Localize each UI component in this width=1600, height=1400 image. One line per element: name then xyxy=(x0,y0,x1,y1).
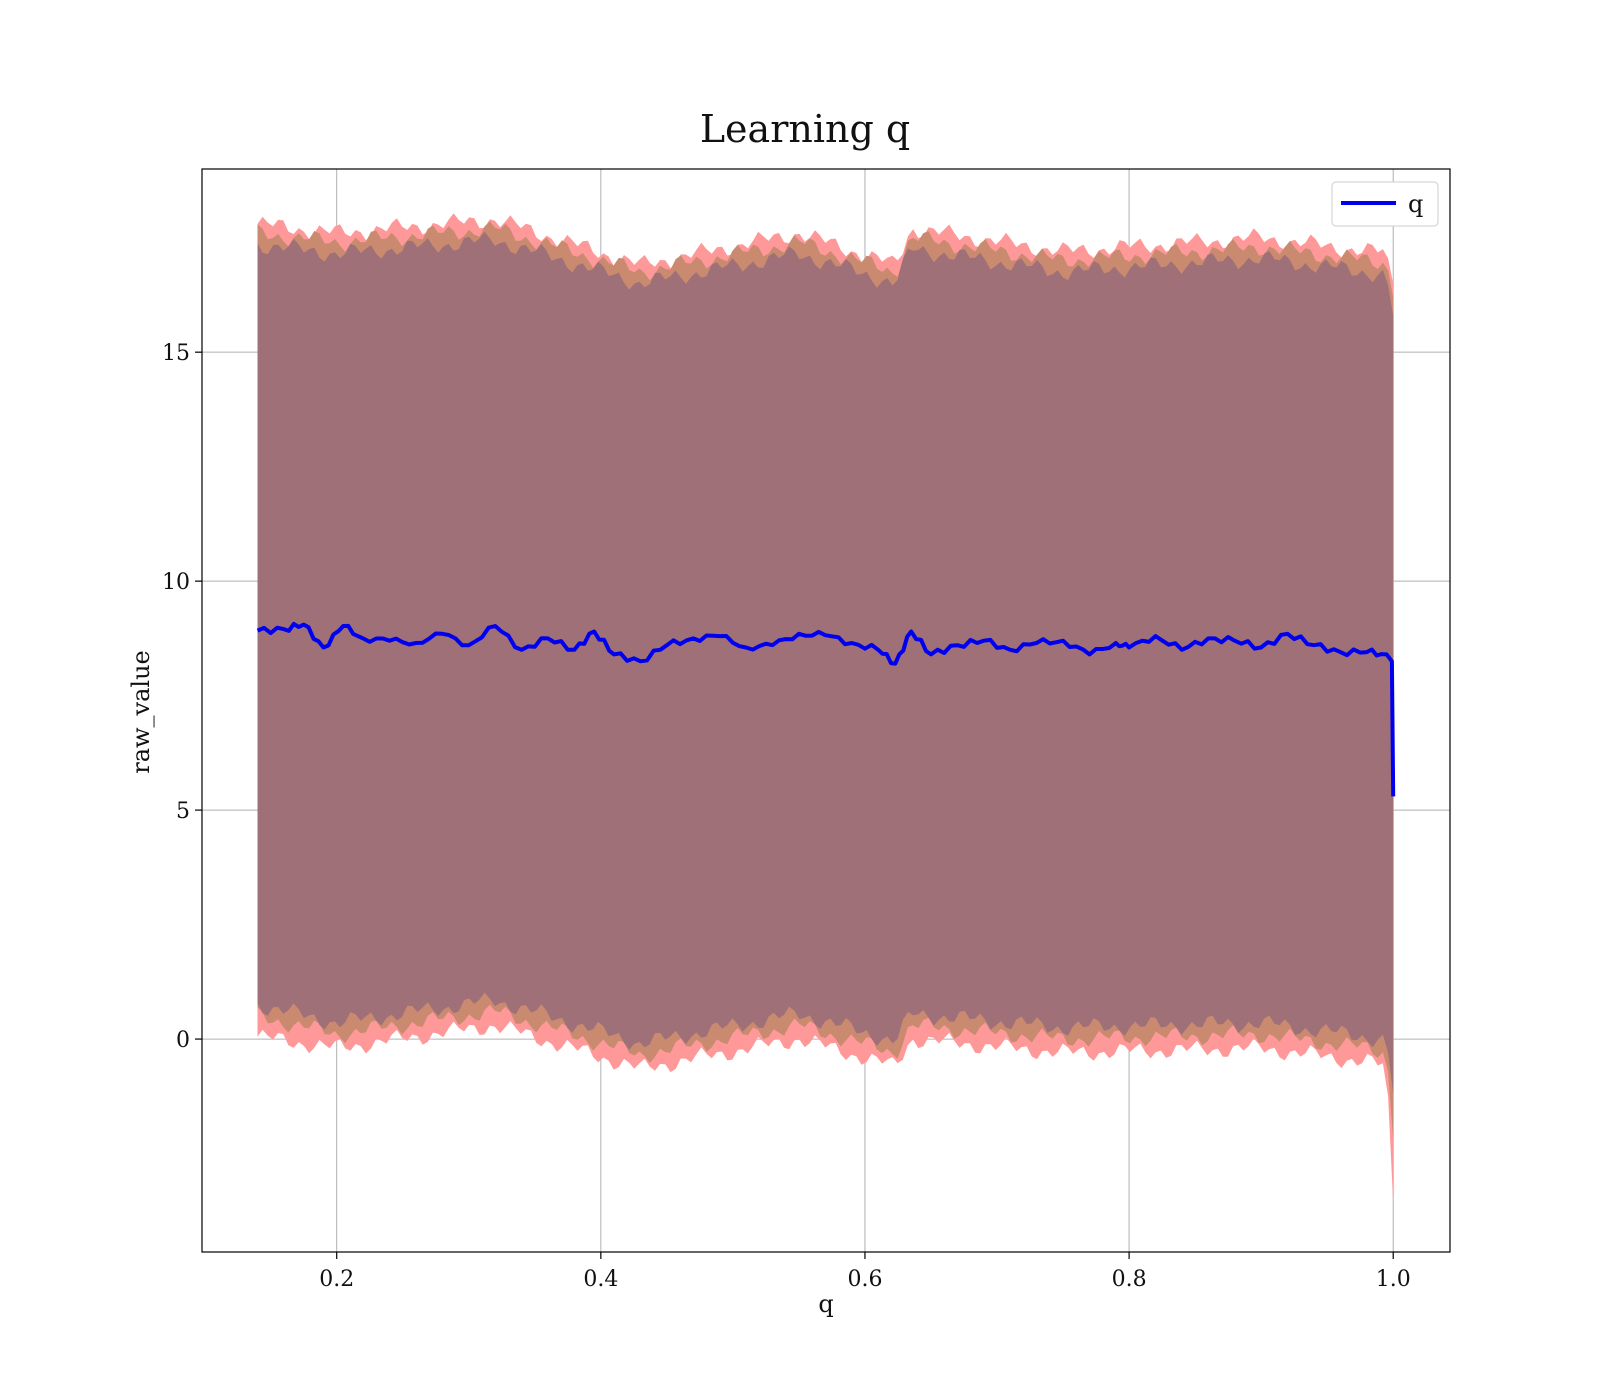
x-tick-label: 1.0 xyxy=(1376,1267,1411,1292)
y-tick-label: 5 xyxy=(176,799,190,824)
y-tick-label: 15 xyxy=(162,341,190,366)
confidence-bands xyxy=(257,213,1394,1204)
y-tick-label: 0 xyxy=(176,1028,190,1053)
legend-label: q xyxy=(1408,190,1423,218)
x-tick-label: 0.4 xyxy=(583,1267,618,1292)
y-axis-ticks: 0 5 10 15 xyxy=(162,341,202,1053)
x-tick-label: 0.6 xyxy=(847,1267,882,1292)
x-axis-label: q xyxy=(818,1290,833,1318)
series-lines xyxy=(256,621,1396,797)
x-tick-label: 0.2 xyxy=(319,1267,354,1292)
y-tick-label: 10 xyxy=(162,570,190,595)
series-line-q xyxy=(256,621,1396,797)
y-axis-label: raw_value xyxy=(127,650,155,774)
plot-frame xyxy=(201,168,1451,1253)
chart-title: Learning q xyxy=(700,107,910,151)
x-tick-label: 0.8 xyxy=(1112,1267,1147,1292)
legend: q xyxy=(1331,181,1439,227)
inner-band xyxy=(257,231,1394,1094)
x-axis-ticks: 0.2 0.4 0.6 0.8 1.0 xyxy=(319,1252,1411,1292)
